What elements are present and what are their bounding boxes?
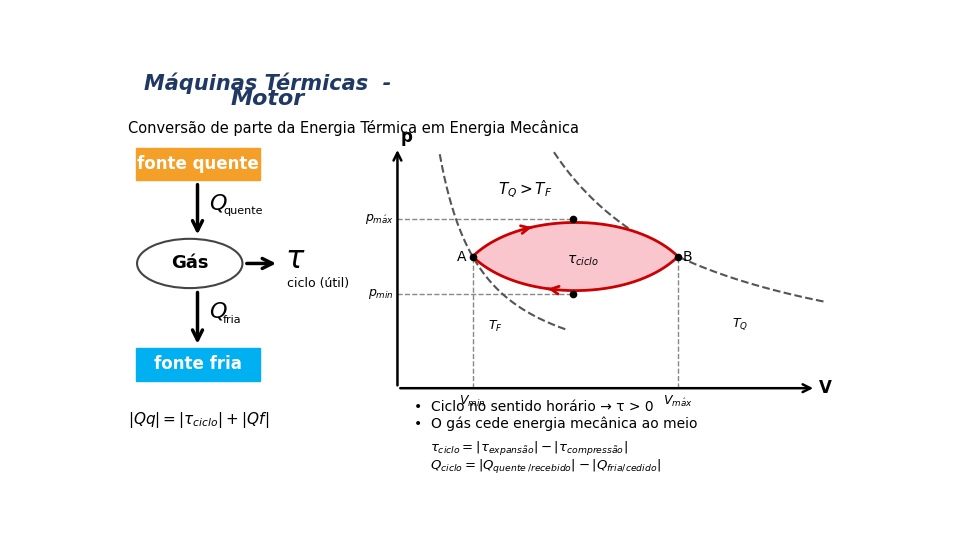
Text: $\tau$: $\tau$ xyxy=(285,244,305,275)
Text: V: V xyxy=(819,379,832,397)
Text: $\tau_{ciclo} = |\tau_{expans\tilde{a}o}| - |\tau_{compress\tilde{a}o}|$: $\tau_{ciclo} = |\tau_{expans\tilde{a}o}… xyxy=(430,440,628,458)
Text: ciclo (útil): ciclo (útil) xyxy=(287,278,348,291)
Text: $T_F$: $T_F$ xyxy=(489,319,503,334)
Text: fonte fria: fonte fria xyxy=(154,355,241,373)
Text: •  O gás cede energia mecânica ao meio: • O gás cede energia mecânica ao meio xyxy=(415,417,698,431)
Text: $p_{m\acute{a}x}$: $p_{m\acute{a}x}$ xyxy=(365,212,395,226)
FancyBboxPatch shape xyxy=(135,348,259,381)
Text: B: B xyxy=(683,249,692,264)
FancyBboxPatch shape xyxy=(135,148,259,180)
Text: quente: quente xyxy=(223,206,263,216)
Text: $Q_{ciclo} = |Q_{quente\,/recebido}| - |Q_{fria/cedido}|$: $Q_{ciclo} = |Q_{quente\,/recebido}| - |… xyxy=(430,458,661,476)
Polygon shape xyxy=(472,222,678,291)
Text: $T_Q$: $T_Q$ xyxy=(732,316,748,332)
Text: $T_Q > T_F$: $T_Q > T_F$ xyxy=(498,180,553,200)
Text: A: A xyxy=(457,249,467,264)
Text: $p_{min}$: $p_{min}$ xyxy=(369,287,395,301)
Text: p: p xyxy=(400,129,413,146)
Text: $Q$: $Q$ xyxy=(209,192,228,214)
Text: $V_{min}$: $V_{min}$ xyxy=(460,394,486,409)
Text: $\tau_{ciclo}$: $\tau_{ciclo}$ xyxy=(567,253,599,268)
Text: fria: fria xyxy=(223,315,242,325)
Text: fonte quente: fonte quente xyxy=(136,155,258,173)
Text: $Q$: $Q$ xyxy=(209,301,228,323)
Text: Conversão de parte da Energia Térmica em Energia Mecânica: Conversão de parte da Energia Térmica em… xyxy=(128,120,579,136)
Text: Máquinas Térmicas  -: Máquinas Térmicas - xyxy=(144,72,391,94)
Text: •  Ciclo no sentido horário → τ > 0: • Ciclo no sentido horário → τ > 0 xyxy=(415,400,654,414)
Text: Gás: Gás xyxy=(171,254,208,273)
Text: Motor: Motor xyxy=(230,90,304,110)
Text: $| Qq | = | \tau_{ciclo} | + | Qf |$: $| Qq | = | \tau_{ciclo} | + | Qf |$ xyxy=(128,410,269,430)
Text: $V_{m\acute{a}x}$: $V_{m\acute{a}x}$ xyxy=(663,394,693,409)
Ellipse shape xyxy=(137,239,243,288)
